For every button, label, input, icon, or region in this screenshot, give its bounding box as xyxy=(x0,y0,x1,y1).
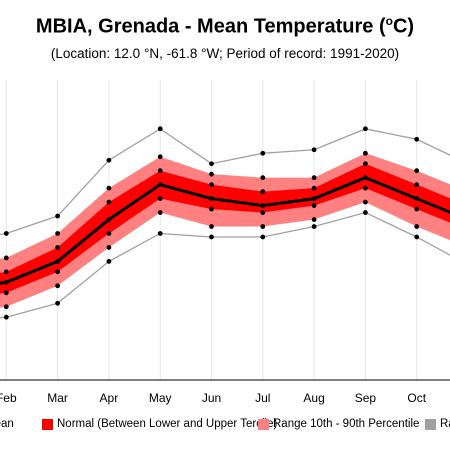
point-10th-percentile-jul xyxy=(260,224,266,229)
point-max-oct xyxy=(414,136,420,142)
point-min-mar xyxy=(55,300,60,306)
legend-label-percentile: Range 10th - 90th Percentile xyxy=(273,418,420,430)
point-90th-percentile-jul xyxy=(260,175,266,181)
point-90th-percentile-sep xyxy=(363,150,368,156)
legend-swatch-range xyxy=(425,418,436,430)
x-tick-label-may: May xyxy=(149,391,172,405)
legend-item-mean: Mean xyxy=(0,418,14,430)
point-min-may xyxy=(157,231,163,236)
point-10th-percentile-apr xyxy=(106,245,112,250)
point-lower-tercile-may xyxy=(157,196,163,202)
point-max-apr xyxy=(106,157,112,163)
chart-title-unit: C) xyxy=(392,15,415,38)
point-mean-oct xyxy=(414,196,420,202)
point-mean-may xyxy=(157,182,163,188)
legend-label-range: Range xyxy=(440,418,450,430)
x-tick-label-sep: Sep xyxy=(355,391,377,405)
legend-swatch-percentile xyxy=(258,418,269,430)
legend-label-mean: Mean xyxy=(0,418,14,430)
point-90th-percentile-mar xyxy=(55,231,60,236)
point-10th-percentile-oct xyxy=(414,224,420,229)
point-max-sep xyxy=(363,126,368,132)
plot-area xyxy=(0,126,450,320)
x-tick-label-apr: Apr xyxy=(100,391,119,405)
chart-title-text: MBIA, Grenada - Mean Temperature ( xyxy=(35,15,386,38)
legend-item-normal: Normal (Between Lower and Upper Tercile) xyxy=(42,418,277,430)
point-max-jul xyxy=(260,150,266,156)
point-upper-tercile-oct xyxy=(414,182,420,188)
point-upper-tercile-may xyxy=(157,168,163,174)
point-mean-apr xyxy=(106,217,112,222)
legend-item-percentile: Range 10th - 90th Percentile xyxy=(258,418,419,430)
point-mean-jul xyxy=(260,203,266,208)
x-tick-label-aug: Aug xyxy=(303,391,324,405)
point-upper-tercile-jul xyxy=(260,189,266,195)
point-lower-tercile-aug xyxy=(311,203,317,208)
x-tick-label-jul: Jul xyxy=(255,391,270,405)
point-mean-feb xyxy=(3,279,9,285)
legend-label-normal: Normal (Between Lower and Upper Tercile) xyxy=(57,418,278,430)
point-lower-tercile-oct xyxy=(414,206,420,212)
x-tick-label-feb: Feb xyxy=(0,391,17,405)
point-min-apr xyxy=(106,258,112,264)
point-upper-tercile-sep xyxy=(363,161,368,167)
tercile-band xyxy=(0,163,450,294)
point-lower-tercile-feb xyxy=(3,290,9,296)
point-lower-tercile-mar xyxy=(55,269,60,275)
x-tick-label-jun: Jun xyxy=(202,391,221,405)
point-90th-percentile-may xyxy=(157,154,163,160)
point-mean-mar xyxy=(55,258,60,264)
point-min-jul xyxy=(260,234,266,240)
point-upper-tercile-mar xyxy=(55,245,60,250)
legend-swatch-normal xyxy=(42,418,53,430)
point-90th-percentile-apr xyxy=(106,185,112,191)
point-mean-aug xyxy=(311,196,317,202)
point-10th-percentile-sep xyxy=(363,199,368,205)
point-upper-tercile-feb xyxy=(3,269,9,275)
chart-subtitle: (Location: 12.0 °N, -61.8 °W; Period of … xyxy=(50,46,400,61)
point-10th-percentile-may xyxy=(157,210,163,215)
chart-title: MBIA, Grenada - Mean Temperature (oC) xyxy=(0,14,450,39)
point-lower-tercile-jun xyxy=(209,206,214,212)
point-max-aug xyxy=(311,147,317,153)
point-90th-percentile-jun xyxy=(209,171,214,177)
point-90th-percentile-oct xyxy=(414,168,420,174)
legend-item-range: Range xyxy=(425,418,450,430)
point-lower-tercile-sep xyxy=(363,185,368,191)
chart-title-sup: o xyxy=(385,14,393,28)
point-upper-tercile-apr xyxy=(106,199,112,205)
point-max-may xyxy=(157,126,163,132)
point-min-jun xyxy=(209,234,214,240)
point-min-sep xyxy=(363,210,368,215)
point-upper-tercile-jun xyxy=(209,182,214,188)
x-tick-label-oct: Oct xyxy=(407,391,426,405)
point-90th-percentile-aug xyxy=(311,175,317,181)
point-90th-percentile-feb xyxy=(3,255,9,261)
point-10th-percentile-mar xyxy=(55,283,60,289)
point-10th-percentile-aug xyxy=(311,217,317,222)
chart-legend: Mean Normal (Between Lower and Upper Ter… xyxy=(0,418,450,440)
point-max-jun xyxy=(209,161,214,167)
x-tick-label-mar: Mar xyxy=(47,391,68,405)
point-10th-percentile-jun xyxy=(209,224,214,229)
point-min-aug xyxy=(311,224,317,229)
point-lower-tercile-jul xyxy=(260,210,266,215)
point-mean-jun xyxy=(209,196,214,202)
point-10th-percentile-feb xyxy=(3,304,9,310)
point-lower-tercile-apr xyxy=(106,231,112,236)
point-max-feb xyxy=(3,231,9,236)
point-max-mar xyxy=(55,213,60,219)
point-min-oct xyxy=(414,234,420,240)
point-min-feb xyxy=(3,314,9,320)
point-upper-tercile-aug xyxy=(311,185,317,191)
point-mean-sep xyxy=(363,175,368,181)
